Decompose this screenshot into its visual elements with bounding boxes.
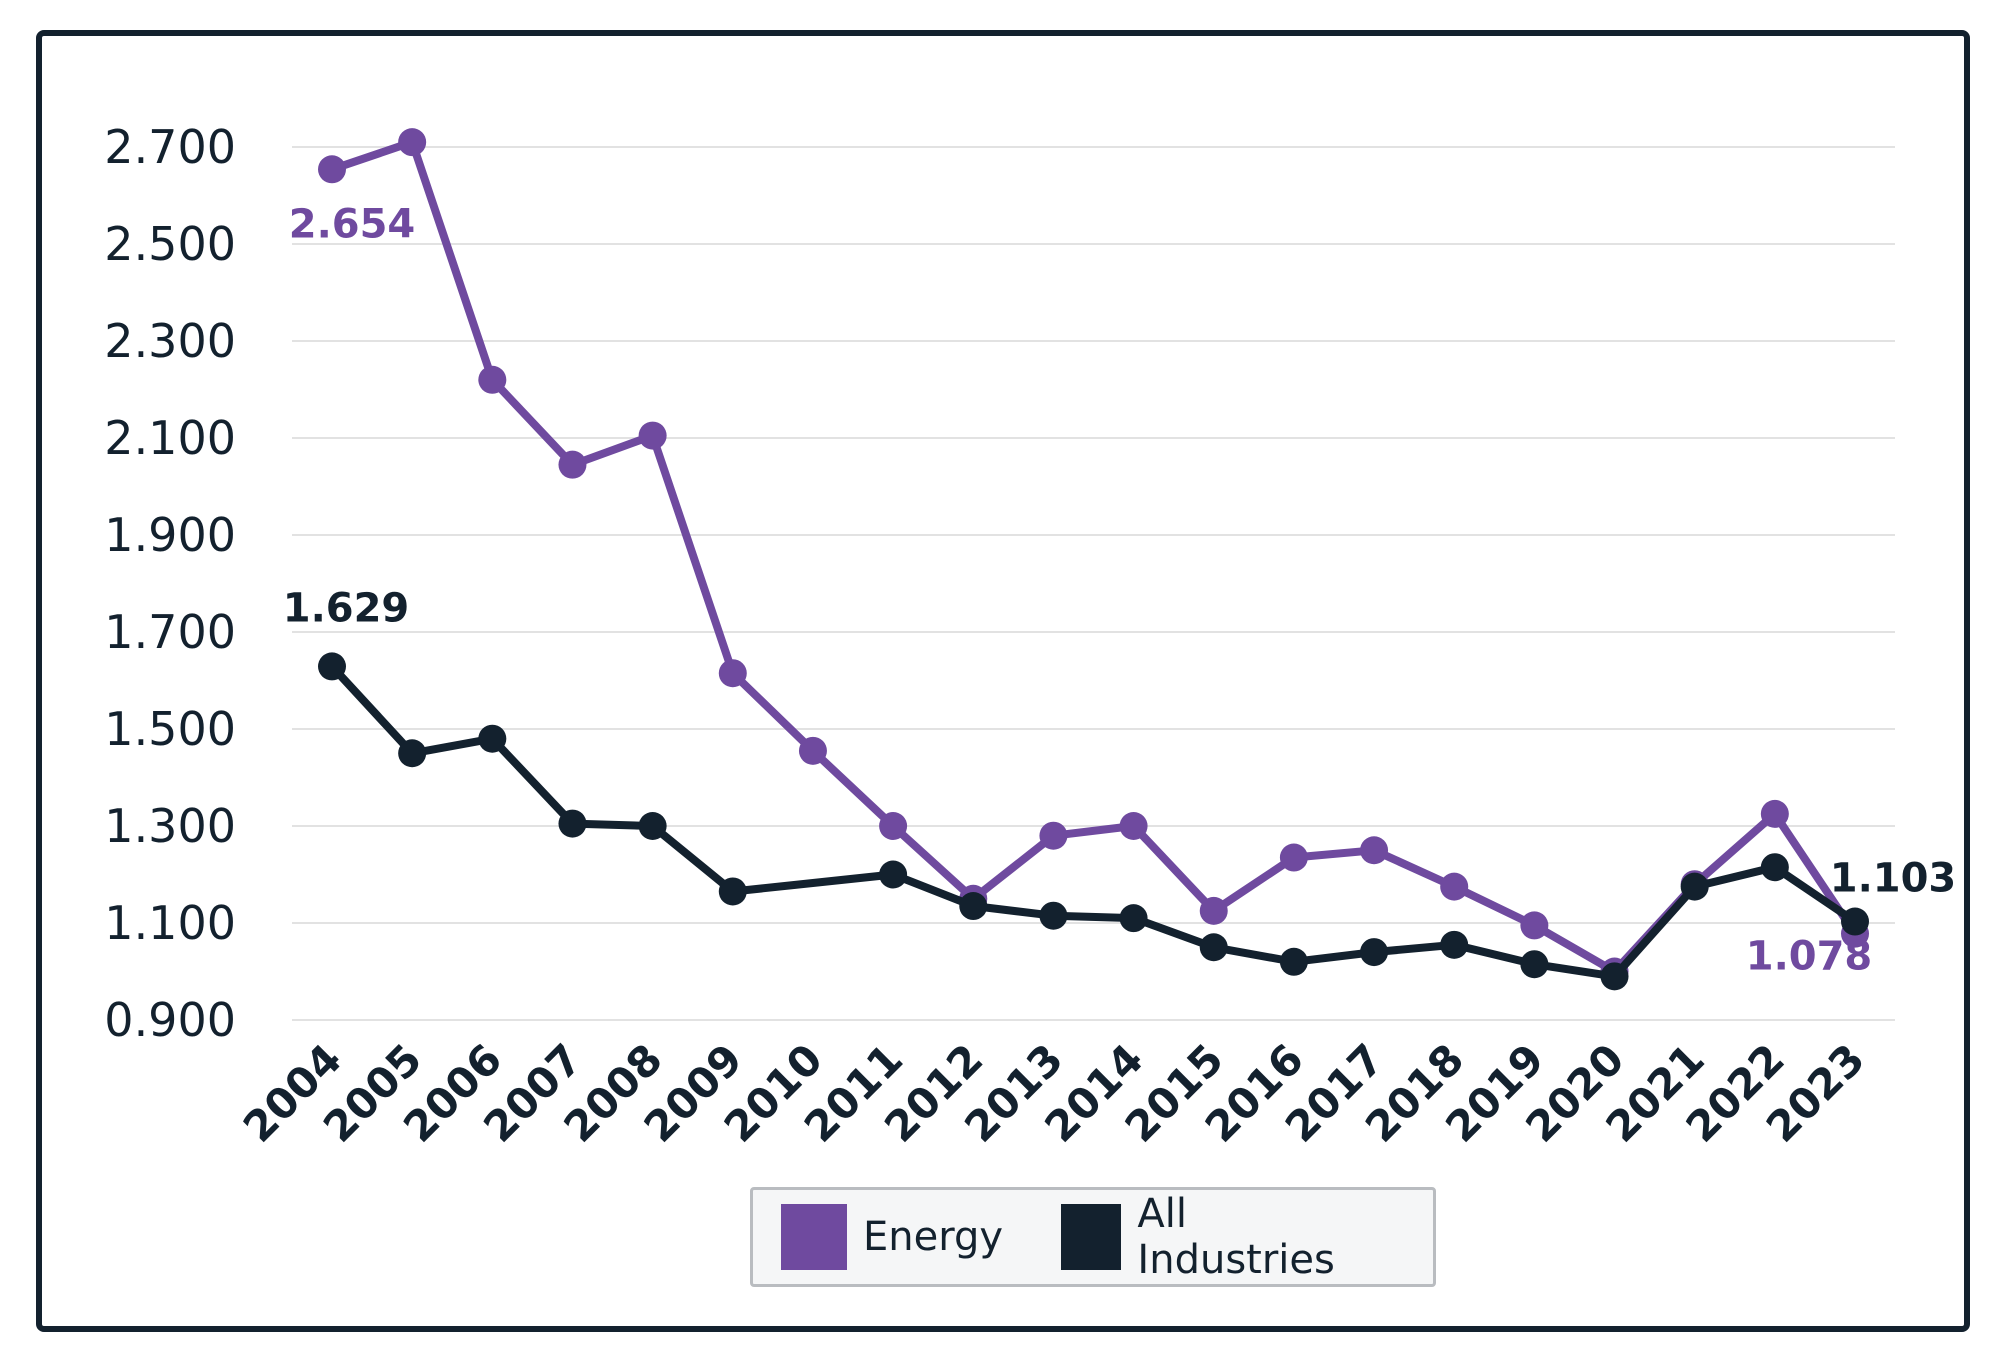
data-point-all-industries: [398, 739, 427, 768]
data-point-all-industries: [1841, 907, 1869, 936]
data-point-all-industries: [318, 652, 346, 681]
data-point-all-industries: [1520, 950, 1549, 979]
data-point-energy: [638, 421, 667, 450]
y-tick-label: 2.300: [104, 314, 236, 368]
y-axis-ticks: 0.900 1.100 1.300 1.500 1.700 1.900 2.100 2.300…: [104, 120, 236, 1047]
data-label-energy: 2.654: [289, 201, 416, 247]
legend-item-all-industries: All Industries: [1061, 1191, 1375, 1283]
data-label-all-industries: 1.629: [283, 585, 410, 631]
series-lines: [318, 128, 1869, 991]
data-point-all-industries: [1119, 904, 1148, 933]
data-point-energy: [398, 128, 427, 157]
y-tick-label: 1.100: [104, 896, 236, 950]
data-point-energy: [1039, 821, 1068, 850]
data-point-all-industries: [959, 892, 988, 921]
data-point-all-industries: [1680, 872, 1709, 901]
data-point-all-industries: [879, 860, 908, 889]
data-point-energy: [1199, 896, 1228, 925]
data-label-all-industries: 1.103: [1830, 856, 1957, 902]
legend-label-all-industries: All Industries: [1137, 1191, 1335, 1283]
data-point-energy: [1440, 872, 1469, 901]
data-label-energy: 1.078: [1746, 934, 1873, 980]
x-axis-ticks: 2004200520062007200820092010201120122013…: [234, 1034, 1874, 1151]
legend-item-energy: Energy: [781, 1204, 1003, 1270]
data-point-all-industries: [638, 812, 667, 840]
data-point-energy: [879, 812, 908, 840]
data-point-all-industries: [718, 877, 747, 906]
legend-swatch-all-industries: [1061, 1204, 1122, 1270]
legend-swatch-energy: [781, 1204, 847, 1270]
grid-lines: [292, 146, 1895, 1021]
data-point-all-industries: [1440, 930, 1469, 959]
y-tick-label: 1.500: [104, 702, 236, 756]
data-point-energy: [318, 155, 346, 184]
data-point-energy: [1360, 836, 1389, 865]
data-point-all-industries: [1039, 901, 1068, 930]
y-tick-label: 1.900: [104, 508, 236, 562]
legend-label-energy: Energy: [863, 1214, 1004, 1260]
data-point-energy: [1520, 911, 1549, 940]
data-point-energy: [478, 365, 507, 394]
data-point-energy: [798, 736, 827, 765]
data-point-all-industries: [478, 724, 507, 753]
data-point-energy: [1279, 843, 1308, 872]
data-point-all-industries: [1360, 938, 1389, 967]
y-tick-label: 1.300: [104, 799, 236, 853]
data-labels: 2.654 1.629 1.103 1.078: [283, 201, 1957, 979]
chart-frame: [36, 30, 1970, 1332]
data-point-energy: [718, 659, 747, 688]
y-tick-label: 2.500: [104, 217, 236, 271]
data-point-all-industries: [1279, 947, 1308, 976]
data-point-all-industries: [1600, 962, 1629, 991]
y-tick-label: 2.100: [104, 411, 236, 465]
y-tick-label: 2.700: [104, 120, 236, 174]
legend: Energy All Industries: [750, 1187, 1436, 1287]
data-point-all-industries: [558, 809, 587, 838]
data-point-energy: [1119, 812, 1148, 840]
series-line-energy: [330, 138, 1859, 976]
data-point-all-industries: [1760, 853, 1789, 882]
data-point-all-industries: [1199, 933, 1228, 962]
y-tick-label: 0.900: [104, 993, 236, 1047]
data-point-energy: [558, 450, 587, 479]
y-tick-label: 1.700: [104, 605, 236, 659]
data-point-energy: [1760, 799, 1789, 828]
